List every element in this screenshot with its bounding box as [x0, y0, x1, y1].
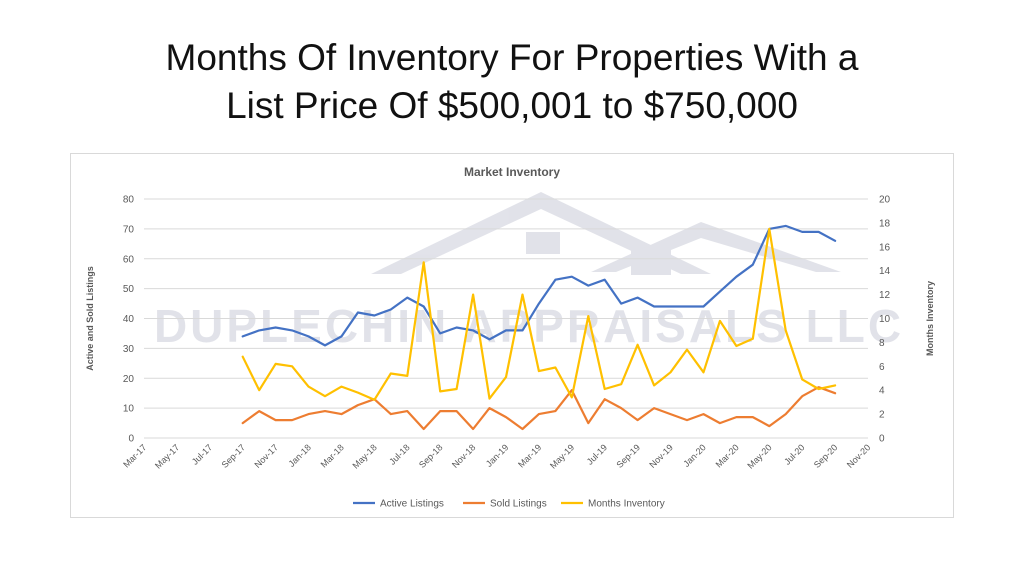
- legend-label: Active Listings: [380, 499, 444, 510]
- right-axis-ticks: 0 2 4 6 8 10 12 14 16 18 20: [879, 195, 891, 445]
- watermark-text: DUPLECHIN APPRAISALS LLC: [154, 300, 904, 352]
- x-tick-label: May-19: [548, 442, 576, 470]
- x-tick-label: Mar-20: [714, 442, 741, 469]
- chart-frame: DUPLECHIN APPRAISALS LLC Market Inventor…: [70, 153, 954, 518]
- y-tick-label: 80: [123, 195, 135, 206]
- x-tick-label: Jul-20: [782, 442, 806, 466]
- x-tick-label: Sep-17: [220, 442, 248, 470]
- x-tick-label: Nov-17: [252, 442, 280, 470]
- x-tick-label: Mar-19: [516, 442, 543, 469]
- x-tick-label: Jul-19: [585, 442, 609, 466]
- y2-tick-label: 10: [879, 314, 891, 325]
- slide-title: Months Of Inventory For Properties With …: [0, 34, 1024, 130]
- watermark-house-roof-right: [591, 222, 841, 272]
- left-axis-ticks: 0 10 20 30 40 50 60 70 80: [123, 195, 135, 445]
- y-tick-label: 70: [123, 224, 135, 235]
- legend-label: Months Inventory: [588, 499, 665, 510]
- x-tick-label: Mar-17: [121, 442, 148, 469]
- x-tick-label: Jul-17: [190, 442, 214, 466]
- y-tick-label: 50: [123, 284, 135, 295]
- x-tick-label: Jan-19: [484, 442, 511, 469]
- y2-tick-label: 16: [879, 242, 891, 253]
- series-lines: [241, 224, 837, 431]
- x-tick-label: Mar-18: [319, 442, 346, 469]
- y2-tick-label: 2: [879, 410, 885, 421]
- legend: Active Listings Sold Listings Months Inven…: [353, 499, 665, 510]
- chart-title: Market Inventory: [464, 165, 560, 179]
- left-axis-label: Active and Sold Listings: [85, 266, 95, 371]
- watermark: DUPLECHIN APPRAISALS LLC: [154, 192, 904, 352]
- y-tick-label: 60: [123, 254, 135, 265]
- x-tick-label: May-18: [350, 442, 378, 470]
- y2-tick-label: 4: [879, 386, 885, 397]
- months-inventory-line: [241, 227, 837, 401]
- x-tick-label: Jan-18: [286, 442, 313, 469]
- y2-tick-label: 20: [879, 195, 891, 206]
- watermark-house-roof: [371, 192, 711, 274]
- x-tick-label: May-20: [745, 442, 773, 470]
- slide-title-line-2: List Price Of $500,001 to $750,000: [226, 85, 798, 126]
- y-tick-label: 0: [128, 434, 134, 445]
- y2-tick-label: 6: [879, 362, 885, 373]
- y-tick-label: 30: [123, 344, 135, 355]
- y2-tick-label: 12: [879, 290, 891, 301]
- active-listings-line: [241, 224, 837, 347]
- y2-tick-label: 14: [879, 266, 891, 277]
- y2-tick-label: 18: [879, 218, 891, 229]
- y-tick-label: 40: [123, 314, 135, 325]
- x-tick-label: May-17: [153, 442, 181, 470]
- y2-tick-label: 8: [879, 338, 885, 349]
- y2-tick-label: 0: [879, 434, 885, 445]
- x-tick-label: Nov-18: [450, 442, 478, 470]
- x-tick-label: Sep-18: [417, 442, 445, 470]
- x-tick-label: Nov-20: [845, 442, 873, 470]
- watermark-window-1: [526, 232, 560, 254]
- x-axis-ticks: Mar-17 May-17 Jul-17 Sep-17 Nov-17 Jan-18 Mar-…: [121, 442, 872, 470]
- watermark-window-2: [631, 249, 671, 275]
- x-tick-label: Sep-20: [812, 442, 840, 470]
- x-tick-label: Sep-19: [614, 442, 642, 470]
- y-tick-label: 10: [123, 404, 135, 415]
- x-tick-label: Jan-20: [681, 442, 708, 469]
- x-tick-label: Nov-19: [647, 442, 675, 470]
- legend-label: Sold Listings: [490, 499, 547, 510]
- slide-title-line-1: Months Of Inventory For Properties With …: [165, 37, 859, 78]
- right-axis-label: Months Inventory: [925, 281, 935, 356]
- x-tick-label: Jul-18: [387, 442, 411, 466]
- y-tick-label: 20: [123, 374, 135, 385]
- grid-lines: [144, 198, 868, 439]
- sold-listings-line: [241, 386, 837, 431]
- market-inventory-chart: DUPLECHIN APPRAISALS LLC Market Inventor…: [85, 165, 935, 510]
